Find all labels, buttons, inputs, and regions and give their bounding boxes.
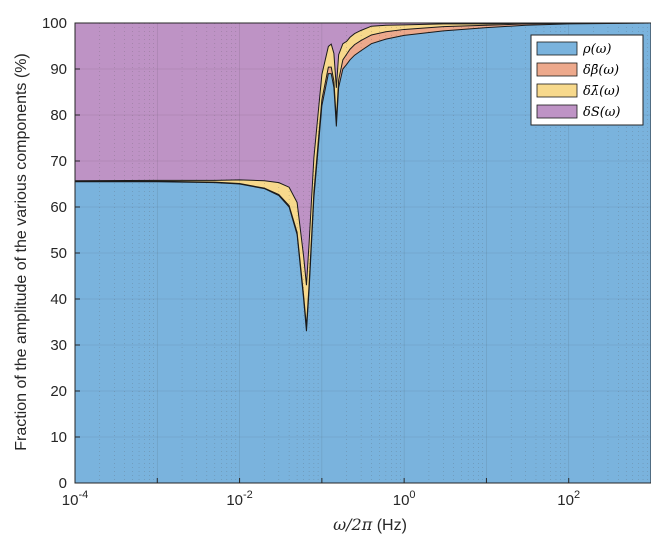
y-tick-label: 50 — [50, 245, 67, 262]
y-tick-label: 0 — [59, 475, 67, 492]
y-tick-labels: 0 10 20 30 40 50 60 70 80 90 100 — [42, 15, 67, 492]
legend-label: δβ̄(ω) — [583, 63, 619, 78]
x-tick-label: 10-2 — [226, 489, 252, 509]
axis-ticks — [74, 22, 651, 484]
legend-swatch — [536, 62, 578, 77]
x-tick-label: 10-4 — [62, 489, 88, 509]
legend-swatch — [536, 83, 578, 98]
area-series-1 — [75, 23, 651, 483]
boundary-line-3 — [75, 23, 651, 286]
y-tick-label: 70 — [50, 153, 67, 170]
x-tick-labels: 10-4 10-2 100 102 — [62, 489, 580, 509]
area-layers — [75, 23, 651, 483]
y-tick-label: 100 — [42, 15, 67, 32]
boundary-line-2 — [75, 23, 651, 327]
x-tick-label: 102 — [557, 489, 580, 509]
y-tick-label: 60 — [50, 199, 67, 216]
x-axis-label: ω/2π (Hz) — [333, 515, 407, 534]
legend-label: δS(ω) — [583, 105, 620, 120]
legend-label: ρ(ω) — [582, 42, 611, 57]
y-tick-label: 80 — [50, 107, 67, 124]
legend-swatch — [536, 104, 578, 119]
y-tick-label: 30 — [50, 337, 67, 354]
major-grid — [75, 23, 651, 483]
x-axis-label-unit: (Hz) — [377, 517, 407, 534]
area-series-4 — [75, 23, 651, 286]
area-boundaries — [75, 23, 651, 332]
legend-label: δλ̄(ω) — [583, 84, 620, 99]
y-tick-label: 20 — [50, 383, 67, 400]
y-axis-label: Fraction of the amplitude of the various… — [13, 53, 30, 451]
x-tick-label: 100 — [393, 489, 416, 509]
legend: ρ(ω) δβ̄(ω) δλ̄(ω) δS(ω) — [530, 34, 644, 126]
y-tick-label: 40 — [50, 291, 67, 308]
legend-swatch — [536, 41, 578, 56]
y-tick-label: 90 — [50, 61, 67, 78]
y-tick-label: 10 — [50, 429, 67, 446]
x-axis-label-main: ω/2π — [333, 515, 373, 534]
